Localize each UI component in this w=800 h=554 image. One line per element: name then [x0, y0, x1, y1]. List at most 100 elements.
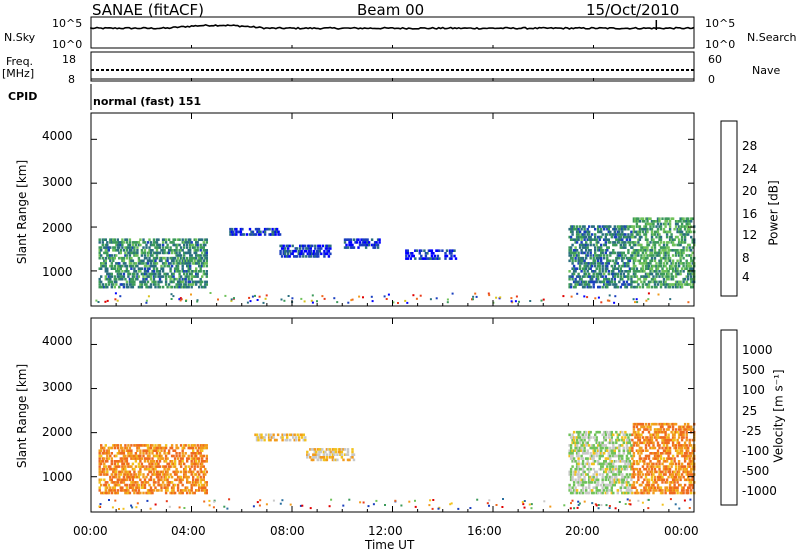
velocity-cell [577, 467, 580, 471]
velocity-cell [161, 446, 165, 450]
power-cell [104, 264, 107, 268]
velocity-cell [110, 478, 113, 482]
power-ground-cell [606, 299, 609, 302]
velocity-cell [589, 478, 592, 482]
power-cell [589, 238, 592, 241]
velocity-ground-cell [597, 504, 600, 506]
power-cell [152, 270, 156, 273]
power-cell [606, 238, 609, 241]
power-cell [100, 280, 103, 284]
power-cell [609, 259, 612, 263]
velocity-cell [267, 436, 271, 439]
velocity-cell [113, 462, 116, 466]
velocity-cell [628, 441, 632, 445]
power-cell [643, 233, 646, 236]
power-ground-cell [387, 293, 390, 296]
power-cell [589, 280, 592, 284]
power-cell [198, 259, 201, 263]
power-cell [568, 285, 571, 289]
velocity-cell [155, 446, 159, 450]
velocity-cell [178, 475, 181, 479]
power-ground-cell [280, 298, 283, 301]
velocity-cell [625, 473, 629, 476]
velocity-cell [621, 436, 624, 439]
power-cell [644, 256, 648, 260]
velocity-cell [336, 458, 339, 462]
velocity-ground-cell [528, 503, 531, 506]
power-cell [592, 262, 595, 265]
velocity-cell [671, 462, 675, 466]
velocity-cell [601, 433, 604, 437]
power-cell [627, 225, 630, 228]
power-cell [184, 251, 187, 255]
velocity-ground-cell [226, 507, 229, 510]
velocity-cell [618, 454, 621, 458]
velocity-cell [119, 478, 122, 482]
power-cell [130, 285, 133, 289]
velocity-ground-cell [501, 506, 504, 508]
velocity-cell [201, 478, 204, 482]
velocity-cell [616, 436, 619, 439]
velocity-cell [140, 444, 144, 447]
power-cell [609, 254, 612, 257]
velocity-ground-cell [256, 501, 259, 504]
power-cell [146, 267, 150, 270]
velocity-cell [351, 453, 354, 456]
power-cell [358, 241, 362, 244]
power-cell [187, 280, 190, 284]
velocity-cell [136, 457, 139, 460]
velocity-cell [652, 462, 655, 466]
velocity-cell [627, 438, 630, 442]
power-cell [667, 256, 670, 260]
velocity-cell [592, 473, 595, 476]
velocity-cell [676, 449, 679, 452]
power-cell [152, 277, 156, 281]
freq-unit-label: [MHz] [2, 67, 35, 80]
power-cell [616, 225, 619, 228]
power-cell [186, 275, 189, 278]
power-cell [166, 272, 169, 276]
power-cell [650, 246, 654, 249]
power-cell [112, 256, 115, 260]
velocity-ground-cell [628, 499, 631, 502]
power-cell [418, 249, 421, 252]
velocity-cell [273, 438, 277, 442]
power-cell [116, 238, 119, 241]
velocity-cell [667, 446, 670, 450]
power-ground-cell [97, 301, 100, 303]
velocity-cell [600, 446, 603, 450]
power-cell [618, 233, 621, 236]
power-cell [583, 275, 586, 278]
velocity-cell [612, 446, 615, 450]
velocity-cell [583, 478, 586, 482]
velocity-cell [676, 430, 679, 434]
power-cell [571, 267, 574, 270]
power-cell [679, 285, 682, 289]
power-cell [683, 283, 687, 286]
velocity-ground-cell [99, 503, 102, 506]
freq-tick-bottom: 8 [68, 73, 75, 86]
velocity-cell [318, 450, 321, 454]
velocity-cell [661, 462, 664, 466]
velocity-cell [167, 467, 171, 471]
power-cell [116, 262, 119, 265]
velocity-cell [658, 436, 661, 439]
velocity-cell [589, 475, 592, 479]
velocity-ground-cell [348, 498, 351, 501]
power-cell [595, 241, 598, 244]
power-cell [644, 225, 648, 228]
power-cell [618, 230, 621, 234]
velocity-cell [677, 462, 681, 466]
velocity-cell [577, 483, 580, 487]
velocity-cell [569, 491, 573, 495]
power-cell [420, 257, 423, 260]
power-cell [690, 220, 693, 223]
power-cell [627, 251, 630, 255]
power-cell [649, 222, 652, 226]
velocity-cell [685, 467, 688, 471]
power-cell [677, 251, 681, 255]
power-cell [634, 285, 637, 289]
velocity-cell [655, 454, 658, 458]
power-cell [98, 285, 101, 289]
power-cell [610, 235, 613, 239]
